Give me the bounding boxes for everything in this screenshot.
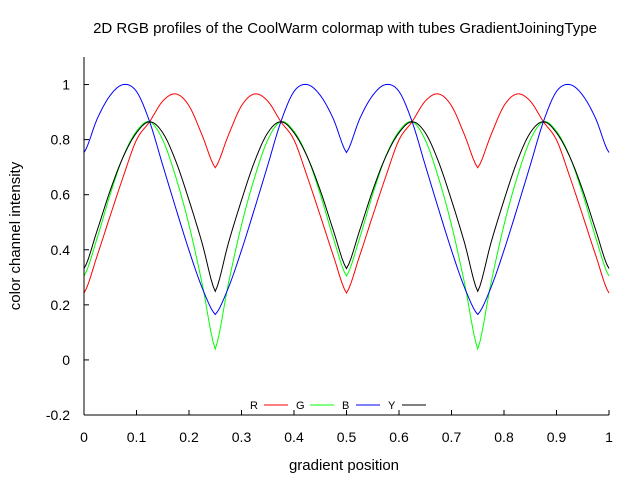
y-axis-label: color channel intensity <box>7 161 24 310</box>
legend-label-b: B <box>342 400 349 412</box>
y-tick-label: 0 <box>62 352 70 368</box>
y-tick-label: 1 <box>62 77 70 93</box>
legend-label-r: R <box>250 400 258 412</box>
x-tick-label: 0.4 <box>284 429 304 445</box>
series-line-b <box>83 83 610 316</box>
x-tick-label: 0.1 <box>127 429 147 445</box>
x-tick-label: 1 <box>605 429 613 445</box>
x-tick-label: 0.3 <box>232 429 252 445</box>
series-line-y <box>83 121 610 293</box>
x-tick-label: 0.5 <box>337 429 357 445</box>
x-tick-label: 0.7 <box>442 429 462 445</box>
legend-label-y: Y <box>388 400 396 412</box>
legend-label-g: G <box>296 400 305 412</box>
series-layer <box>83 83 610 351</box>
y-tick-label: 0.2 <box>51 297 71 313</box>
x-tick-label: 0.2 <box>179 429 199 445</box>
x-tick-label: 0.6 <box>389 429 409 445</box>
y-tick-label: 0.6 <box>51 187 71 203</box>
y-tick-label: 0.8 <box>51 132 71 148</box>
x-tick-label: 0.8 <box>494 429 514 445</box>
y-tick-label: 0.4 <box>51 242 71 258</box>
x-tick-label: 0.9 <box>547 429 567 445</box>
chart-title: 2D RGB profiles of the CoolWarm colormap… <box>93 20 597 37</box>
series-line-g <box>83 121 610 351</box>
x-tick-label: 0 <box>80 429 88 445</box>
series-line-r <box>83 93 610 295</box>
x-axis-label: gradient position <box>289 457 399 474</box>
ticks-layer: 0 0.1 0.2 0.3 0.4 0.5 0.6 0.7 0.8 0.9 1 -0.2 0 0.2 0.4… <box>46 77 613 445</box>
y-tick-label: -0.2 <box>46 407 70 423</box>
